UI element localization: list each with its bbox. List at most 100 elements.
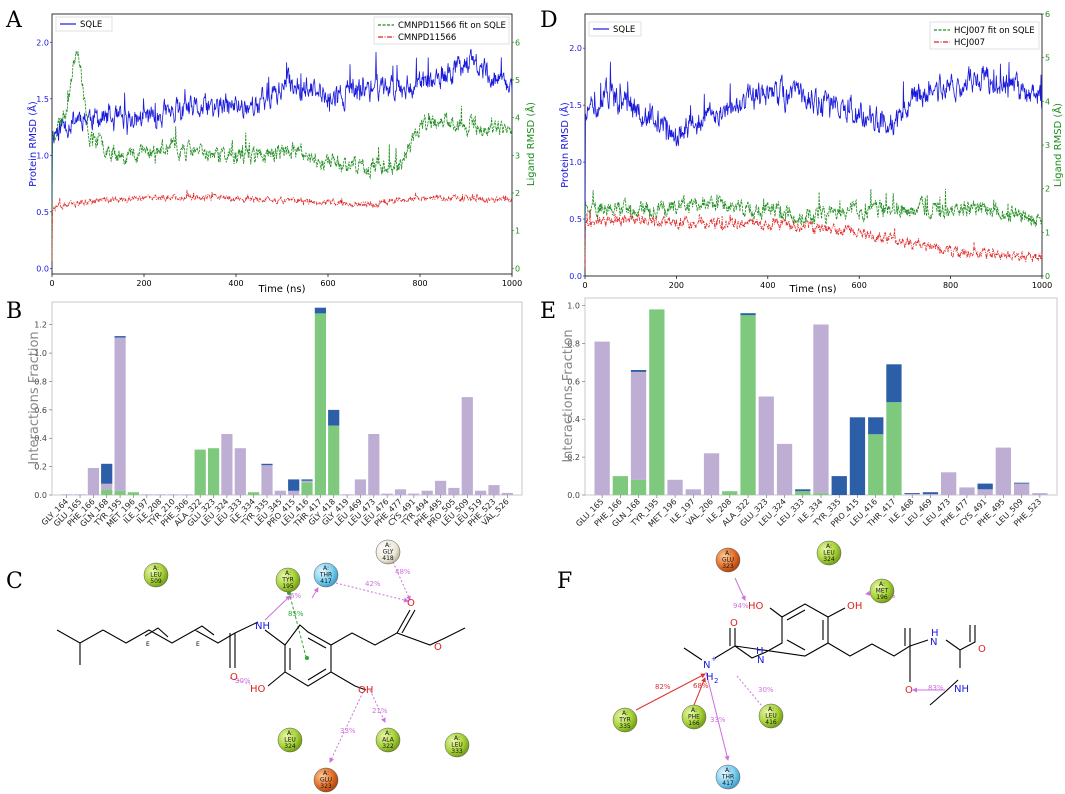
residue-label: LEU bbox=[284, 737, 296, 744]
bar-segment bbox=[475, 490, 487, 495]
hbond-arrow bbox=[329, 691, 364, 763]
stereo-label: E bbox=[146, 641, 150, 648]
legend-right: CMNPD11566 fit on SQLE CMNPD11566 bbox=[373, 16, 510, 45]
plot-frame bbox=[51, 13, 513, 275]
bar-segment bbox=[1032, 493, 1048, 495]
bar-segment bbox=[685, 489, 701, 495]
pct-label: 85% bbox=[288, 610, 304, 618]
legend-entry: CMNPD11566 bbox=[398, 33, 456, 43]
bar-segment bbox=[776, 443, 793, 495]
y-tick-label-right: 2 bbox=[1045, 185, 1050, 194]
bar-segment bbox=[435, 480, 447, 495]
y-tick-label-left: 0.5 bbox=[36, 208, 49, 217]
y-tick-label-left: 1.5 bbox=[569, 101, 582, 110]
bar-segment bbox=[101, 489, 113, 495]
atom-label: OH bbox=[847, 601, 862, 612]
bar-segment bbox=[341, 494, 353, 495]
residue-label: A: bbox=[153, 565, 159, 572]
plot-frame bbox=[584, 13, 1043, 277]
residue-label: GLY bbox=[383, 549, 394, 556]
residue-label: A: bbox=[622, 710, 628, 717]
panel-label-a: A bbox=[5, 8, 23, 33]
plot-frame bbox=[51, 301, 523, 496]
pct-label: 30% bbox=[758, 686, 774, 694]
rmsd-chart-d: 0 200 400 600 800 10000.00.51.01.52.00123456 … bbox=[558, 10, 1064, 295]
legend-entry: HCJ007 fit on SQLE bbox=[954, 26, 1035, 36]
ligand-interaction-diagram-c: 6% 42% 48% 85% 30% 21% 33% NH O O O HO O… bbox=[56, 539, 470, 793]
residue-label: A: bbox=[323, 770, 329, 777]
legend-entry: SQLE bbox=[80, 20, 102, 30]
ligand-interaction-diagram-f: 94% 98% 82% 68% 30% 83% 33% HO OH O O O … bbox=[612, 540, 986, 790]
residue-label: A: bbox=[725, 767, 731, 774]
bar-segment bbox=[922, 494, 939, 495]
atom-label: O bbox=[978, 644, 986, 655]
y-tick-label-left: 0.0 bbox=[36, 264, 49, 273]
residue-bubbles: A:GLU323A:LEU324A:MET196A:TYR335A:PHE166… bbox=[612, 540, 895, 790]
y-tick-label-right: 3 bbox=[1045, 141, 1050, 150]
series-group bbox=[51, 49, 513, 261]
residue-label: GLU bbox=[320, 777, 332, 784]
residue-label: 509 bbox=[150, 578, 162, 585]
y-tick-label-right: 1 bbox=[515, 227, 520, 236]
bar-segment bbox=[868, 434, 884, 495]
bar-segment bbox=[261, 465, 273, 495]
y-tick-label-right: 1 bbox=[1045, 228, 1050, 237]
legend-entry: SQLE bbox=[613, 25, 635, 35]
bar-segment bbox=[101, 483, 113, 490]
series-line bbox=[51, 49, 513, 201]
residue-label: A: bbox=[287, 730, 293, 737]
bar-segment bbox=[922, 492, 939, 495]
atom-label: N bbox=[757, 655, 764, 666]
bar-segment bbox=[314, 313, 326, 495]
atom-label: OH bbox=[358, 685, 373, 696]
hbond-arrow bbox=[229, 677, 251, 685]
bar-segment bbox=[421, 490, 433, 495]
residue-label: A: bbox=[768, 706, 774, 713]
atom-label: O bbox=[434, 642, 442, 653]
bar-segment bbox=[221, 434, 233, 495]
residue-label: A: bbox=[454, 735, 460, 742]
y-axis-label-right: Ligand RMSD (Å) bbox=[1051, 103, 1064, 187]
bar-group bbox=[61, 307, 513, 495]
y-tick-label-right: 4 bbox=[1045, 97, 1050, 106]
x-tick-label: 1000 bbox=[1032, 281, 1052, 290]
bar-segment bbox=[328, 409, 340, 426]
atom-label: H bbox=[706, 672, 714, 683]
residue-label: 324 bbox=[284, 743, 296, 750]
residue-label: LEU bbox=[823, 550, 835, 557]
x-tick-label: 0 bbox=[582, 281, 587, 290]
pct-label: 21% bbox=[372, 707, 388, 715]
atom-label: O bbox=[230, 672, 238, 683]
residue-bubbles: A:LEU509A:TYR195A:THR417A:GLY418A:LEU324… bbox=[143, 539, 470, 793]
residue-label: A: bbox=[826, 543, 832, 550]
residue-label: THR bbox=[721, 774, 734, 781]
bar-segment bbox=[501, 492, 513, 495]
y-tick-label: 0.4 bbox=[34, 434, 47, 443]
bar-segment bbox=[630, 371, 647, 480]
residue-label: TYR bbox=[618, 717, 631, 724]
bar-segment bbox=[381, 493, 393, 495]
y-tick-label-left: 1.0 bbox=[36, 151, 49, 160]
bar-segment bbox=[977, 489, 993, 495]
bar-segment bbox=[703, 453, 720, 495]
panel-label-b: B bbox=[6, 299, 22, 324]
atom-label: HO bbox=[250, 684, 266, 695]
residue-label: 418 bbox=[382, 555, 394, 562]
bar-segment bbox=[849, 417, 866, 495]
hbond-arrow bbox=[264, 595, 291, 621]
bar-segment bbox=[886, 402, 902, 495]
bar-segment bbox=[274, 490, 286, 495]
y-tick-label: 0.6 bbox=[34, 406, 47, 415]
y-tick-label-left: 1.0 bbox=[569, 158, 582, 167]
bar-segment bbox=[461, 397, 473, 495]
pct-label: 83% bbox=[928, 684, 944, 692]
y-tick-label-right: 5 bbox=[515, 76, 520, 85]
y-tick-label-left: 1.5 bbox=[36, 95, 49, 104]
bar-segment bbox=[74, 494, 86, 495]
residue-label: A: bbox=[879, 581, 885, 588]
